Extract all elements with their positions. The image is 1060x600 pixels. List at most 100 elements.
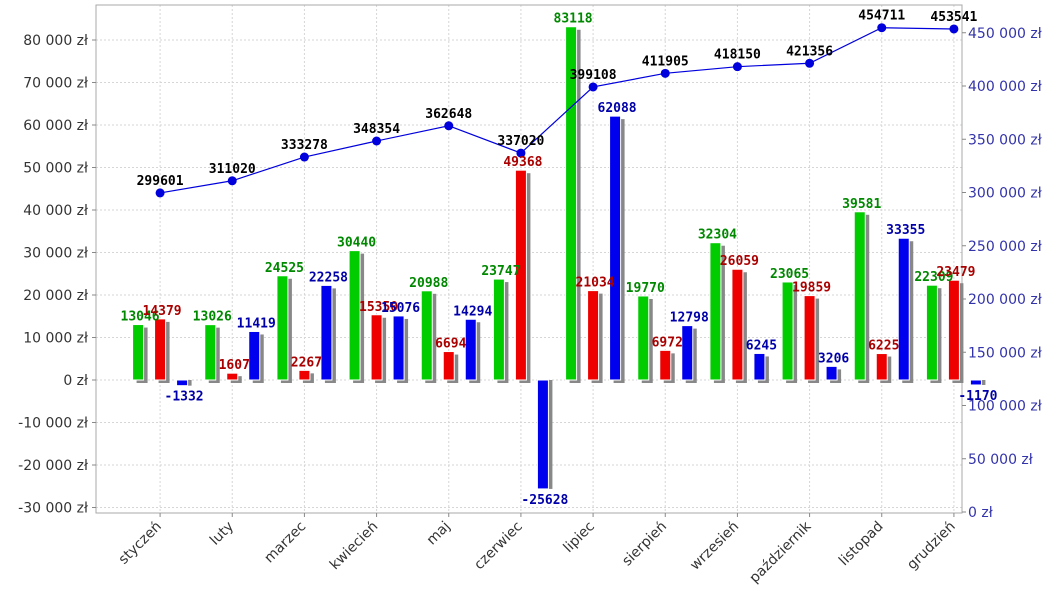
bar: [681, 325, 694, 381]
line-value-label: 299601: [137, 174, 184, 189]
bar-value-label: 30440: [337, 236, 376, 251]
bar: [298, 369, 311, 381]
category-axis: styczeń luty marzec kwiecień maj czerwiec lipi…: [116, 513, 959, 586]
bar-value-label: 32304: [698, 228, 737, 243]
bar: [925, 284, 938, 381]
bar-value-label: 22258: [309, 270, 348, 285]
bar-value-label: 15076: [381, 301, 420, 316]
bar: [392, 315, 405, 381]
line-value-label: 348354: [353, 122, 400, 137]
bar-value-label: 83118: [554, 12, 593, 27]
category-label: listopad: [836, 519, 887, 570]
left-axis-tick-label: -30 000 zł: [18, 501, 88, 517]
right-axis-tick-label: 400 000 zł: [968, 79, 1042, 95]
bar: [875, 353, 888, 381]
bar: [609, 115, 622, 381]
line-point: [155, 188, 165, 198]
bar: [276, 275, 289, 381]
bar-value-label: 49368: [503, 155, 542, 170]
right-axis-tick-label: 0 zł: [968, 505, 993, 521]
bar-value-label: 24525: [265, 261, 304, 276]
bar: [565, 26, 578, 381]
bar-value-label: 11419: [237, 316, 276, 331]
bar-value-label: 13046: [121, 310, 160, 325]
right-axis-tick-label: 150 000 zł: [968, 345, 1042, 361]
bar-value-label: 13026: [193, 310, 232, 325]
right-axis-tick-label: 50 000 zł: [968, 452, 1033, 468]
plot-area: [95, 4, 963, 514]
line-series: [155, 23, 959, 198]
bar-value-label: 15350: [359, 300, 398, 315]
bar: [320, 284, 333, 381]
bar-value-label: 26059: [720, 254, 759, 269]
category-label: styczeń: [116, 519, 165, 568]
line-point: [877, 23, 887, 33]
bar: [897, 237, 910, 381]
left-axis-tick-label: 0 zł: [63, 373, 88, 389]
right-axis-tick-label: 450 000 zł: [968, 26, 1042, 42]
line-value-label: 333278: [281, 138, 328, 153]
left-axis-tick-label: 50 000 zł: [23, 161, 88, 177]
bar-series: [132, 26, 986, 490]
category-label: czerwiec: [471, 519, 526, 574]
bar: [781, 281, 794, 381]
bar: [803, 295, 816, 381]
data-labels: 13046 13026 24525 30440 20988 23747 83118 19770…: [121, 9, 998, 508]
left-axis-tick-label: 70 000 zł: [23, 76, 88, 92]
bar: [709, 242, 722, 381]
line-point: [372, 136, 382, 146]
left-axis-tick-label: 20 000 zł: [23, 288, 88, 304]
line-value-label: 399108: [570, 68, 617, 83]
right-axis-tick-label: 300 000 zł: [968, 186, 1042, 202]
category-label: luty: [207, 519, 237, 549]
category-label: marzec: [261, 519, 309, 567]
left-axis-tick-label: -10 000 zł: [18, 416, 88, 432]
line-value-label: 453541: [930, 10, 977, 25]
line-value-label: 421356: [786, 44, 833, 59]
line-value-label: 418150: [714, 48, 761, 63]
right-axis-tick-label: 250 000 zł: [968, 239, 1042, 255]
bar-value-label: 2267: [291, 355, 322, 370]
bar-value-label: 1607: [219, 358, 250, 373]
line-value-label: 311020: [209, 162, 256, 177]
bar: [492, 278, 505, 381]
right-axis-tick-label: 350 000 zł: [968, 132, 1042, 148]
bar-value-label: 19770: [626, 281, 665, 296]
line-point: [227, 176, 237, 186]
line-point: [444, 121, 454, 131]
category-label: październik: [747, 518, 815, 586]
bar-value-label: -1170: [958, 389, 997, 404]
bar: [248, 330, 261, 381]
line-value-label: 454711: [858, 9, 905, 24]
bar-value-label: 6694: [435, 337, 466, 352]
bar: [464, 318, 477, 381]
bar-value-label: 39581: [842, 197, 881, 212]
line-point: [516, 148, 526, 158]
category-label: kwiecień: [327, 519, 382, 574]
category-label: grudzień: [904, 519, 959, 574]
bar-value-label: 14379: [143, 304, 182, 319]
left-axis-tick-label: 10 000 zł: [23, 331, 88, 347]
category-label: lipiec: [561, 519, 598, 556]
line-point: [949, 24, 959, 34]
bar: [420, 290, 433, 381]
category-label: wrzesień: [687, 519, 742, 574]
bar-value-label: 19859: [792, 281, 831, 296]
bar: [370, 314, 383, 381]
category-label: maj: [424, 519, 454, 549]
bar-value-label: 23065: [770, 267, 809, 282]
bar: [132, 324, 145, 381]
bar: [753, 352, 766, 381]
category-label: sierpień: [619, 519, 670, 570]
bar-value-label: 3206: [818, 351, 849, 366]
bar-value-label: 33355: [886, 223, 925, 238]
bar-value-label: 23479: [936, 265, 975, 280]
bar: [825, 365, 838, 381]
left-axis-tick-label: 80 000 zł: [23, 33, 88, 49]
right-axis-tick-label: 100 000 zł: [968, 399, 1042, 415]
line-point: [805, 58, 815, 68]
bar-value-label: 62088: [598, 101, 637, 116]
right-axis: 0 zł 50 000 zł 100 000 zł 150 000 zł 200 000…: [962, 26, 1042, 521]
